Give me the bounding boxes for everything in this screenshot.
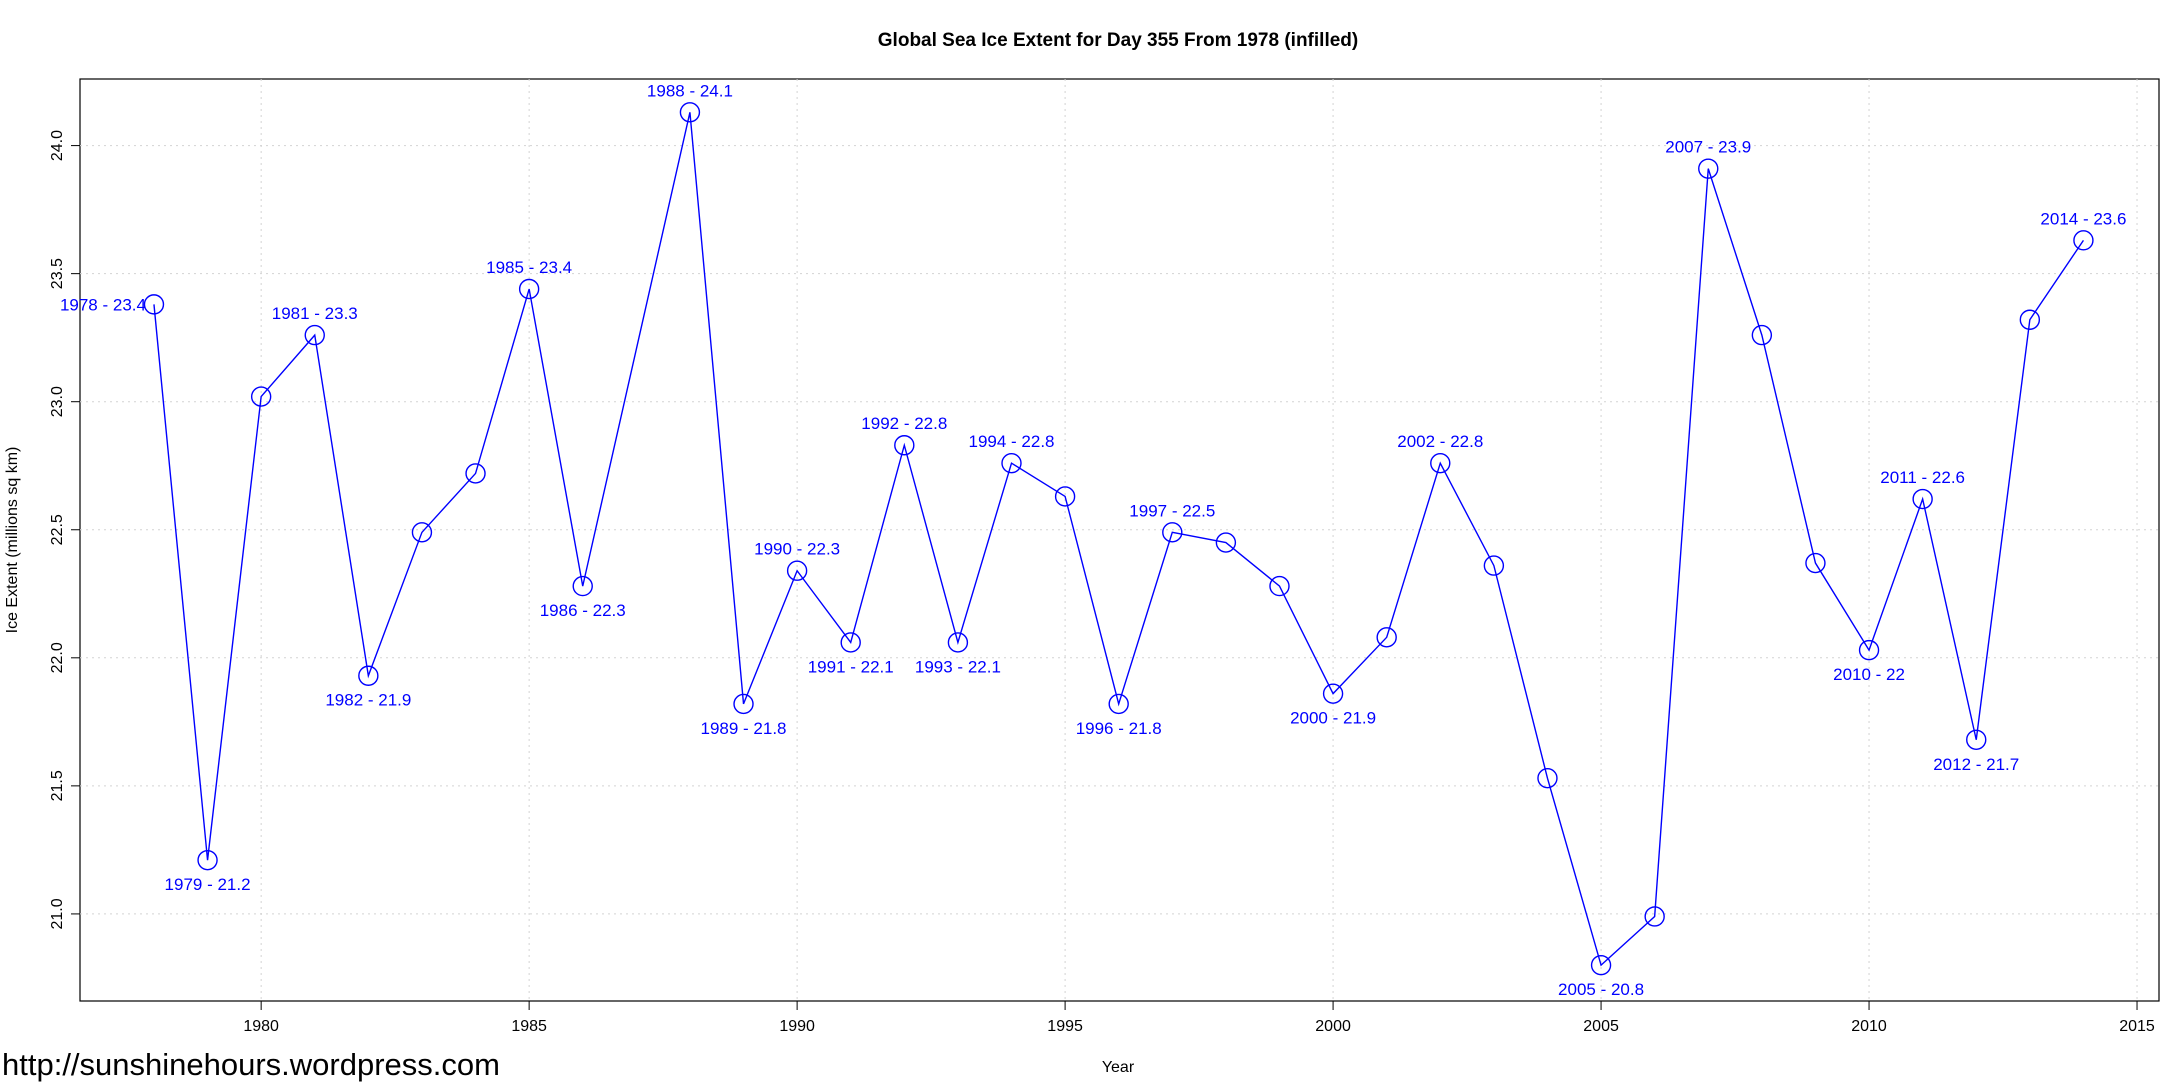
data-point (1054, 486, 1076, 507)
data-label: 1982 - 21.9 (325, 691, 411, 710)
x-tick-label: 1980 (243, 1018, 279, 1035)
x-axis-label: Year (1102, 1059, 1135, 1076)
data-point (572, 575, 593, 597)
y-tick-label: 22.0 (49, 642, 66, 673)
data-label: 1978 - 23.4 (60, 295, 146, 314)
data-label: 1994 - 22.8 (968, 432, 1054, 451)
x-tick-label: 2015 (2119, 1018, 2155, 1035)
y-tick-label: 24.0 (49, 130, 66, 161)
data-label: 1985 - 23.4 (486, 258, 572, 277)
data-point (1966, 729, 1987, 750)
data-point (679, 102, 701, 123)
data-label: 1988 - 24.1 (647, 81, 733, 100)
data-point (2073, 230, 2094, 251)
data-label: 1996 - 21.8 (1076, 719, 1162, 738)
data-point (1644, 906, 1665, 927)
data-point (1912, 488, 1933, 510)
data-point (1858, 639, 1880, 661)
data-point (1698, 158, 1719, 179)
data-label: 1979 - 21.2 (165, 875, 251, 894)
data-point (840, 632, 861, 653)
data-label: 1990 - 22.3 (754, 540, 840, 559)
x-tick-label: 1990 (779, 1018, 815, 1035)
x-tick-label: 2005 (1583, 1018, 1619, 1035)
data-point (143, 294, 165, 315)
data-label: 2010 - 22 (1833, 665, 1905, 684)
data-label: 2000 - 21.9 (1290, 709, 1376, 728)
y-tick-label: 21.5 (49, 770, 66, 801)
data-label: 2005 - 20.8 (1558, 980, 1644, 999)
data-point (1215, 532, 1237, 553)
data-point (1108, 693, 1129, 715)
data-point (1001, 452, 1022, 474)
data-label: 1986 - 22.3 (540, 601, 626, 620)
data-label: 2011 - 22.6 (1880, 468, 1965, 487)
data-point (786, 560, 808, 581)
y-axis-label: Ice Extent (millions sq km) (4, 447, 21, 634)
data-line (153, 112, 2085, 967)
data-point (947, 632, 969, 653)
x-tick-label: 2010 (1851, 1018, 1887, 1035)
data-point (1590, 954, 1612, 976)
data-point (304, 324, 325, 346)
data-point (518, 278, 540, 300)
data-point (411, 522, 433, 543)
data-point (1430, 452, 1451, 474)
data-point (1376, 627, 1397, 648)
plot-frame (79, 78, 2160, 1002)
data-label: 2014 - 23.6 (2040, 209, 2126, 228)
data-point (1162, 522, 1183, 543)
data-label: 1981 - 23.3 (272, 304, 358, 323)
y-tick-label: 23.5 (49, 258, 66, 289)
x-tick-label: 1985 (511, 1018, 547, 1035)
data-point (1805, 552, 1826, 574)
data-label: 1991 - 22.1 (808, 657, 894, 676)
y-tick-label: 21.0 (49, 898, 66, 929)
data-point (250, 386, 272, 407)
x-tick-label: 2000 (1315, 1018, 1351, 1035)
data-label: 1992 - 22.8 (861, 414, 947, 433)
chart-title: Global Sea Ice Extent for Day 355 From 1… (878, 30, 1358, 51)
data-point (1483, 555, 1505, 576)
data-point (358, 665, 379, 686)
data-label: 2002 - 22.8 (1397, 432, 1483, 451)
data-point (197, 849, 218, 871)
data-point (1751, 324, 1773, 346)
data-label: 1997 - 22.5 (1129, 501, 1215, 520)
data-point (733, 693, 754, 715)
data-label: 1993 - 22.1 (915, 657, 1001, 676)
watermark: http://sunshinehours.wordpress.com (2, 1047, 500, 1082)
data-point (1537, 767, 1558, 789)
data-label: 1989 - 21.8 (701, 719, 787, 738)
data-point (2019, 309, 2041, 330)
data-point (1322, 683, 1344, 704)
data-label: 2007 - 23.9 (1665, 138, 1751, 157)
data-label: 2012 - 21.7 (1933, 755, 2019, 774)
x-tick-label: 1995 (1047, 1018, 1083, 1035)
data-point (894, 435, 915, 456)
y-tick-label: 22.5 (49, 514, 66, 545)
y-tick-label: 23.0 (49, 386, 66, 417)
data-point (1269, 575, 1290, 597)
data-point (465, 463, 486, 484)
